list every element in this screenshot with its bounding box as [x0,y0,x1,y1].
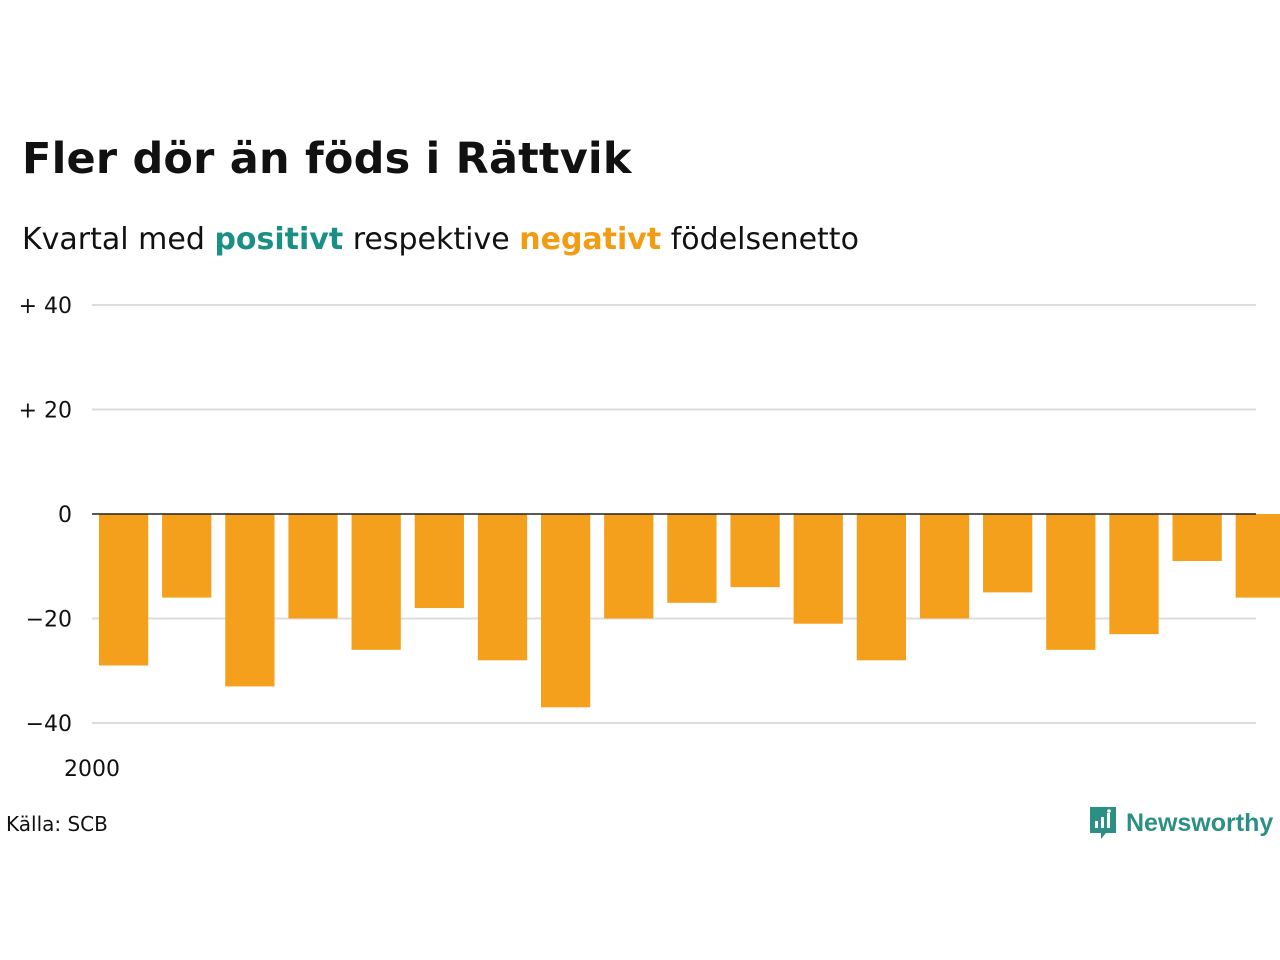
chart-subtitle: Kvartal med positivt respektive negativt… [22,222,859,257]
y-axis-ticks: + 40 + 20 0 −20 −40 [19,294,72,737]
newsworthy-logo: Newsworthy [1088,804,1273,842]
bar-negative [667,514,717,603]
y-tick-label: 0 [58,503,72,528]
y-tick-label: −40 [26,712,72,737]
subtitle-negative-word: negativt [519,222,662,257]
bar-negative [1046,514,1096,650]
bar-negative [856,514,907,661]
subtitle-positive-word: positivt [214,222,344,257]
brand-name: Newsworthy [1126,808,1274,837]
x-axis-ticks: 20002005201020152020 [64,757,120,782]
bar-negative [983,514,1033,593]
bar-negative [1109,514,1159,635]
newsworthy-chart-icon [1090,807,1116,839]
bar-negative [541,514,591,708]
bar-negative [793,514,843,624]
subtitle-middle: respektive [352,222,510,257]
bar-negative [730,514,780,588]
source-note: Källa: SCB [6,812,108,836]
y-tick-label: −20 [26,608,72,633]
bar-negative [414,514,464,609]
chart-title: Fler dör än föds i Rättvik [22,134,632,184]
bar-negative [162,514,212,598]
bar-negative [98,514,149,666]
bar-negative [919,514,970,619]
x-tick-label: 2000 [64,757,120,782]
bar-negative [1235,514,1280,598]
subtitle-suffix: födelsenetto [670,222,859,257]
y-tick-label: + 40 [19,294,72,319]
bar-negative [225,514,275,687]
bar-negative [288,514,338,619]
bar-negative [1172,514,1222,562]
bar-negative [604,514,654,619]
bar-negative [477,514,528,661]
bar-negative [351,514,401,650]
y-tick-label: + 20 [19,399,72,424]
bars [98,514,1280,708]
subtitle-prefix: Kvartal med [22,222,205,257]
